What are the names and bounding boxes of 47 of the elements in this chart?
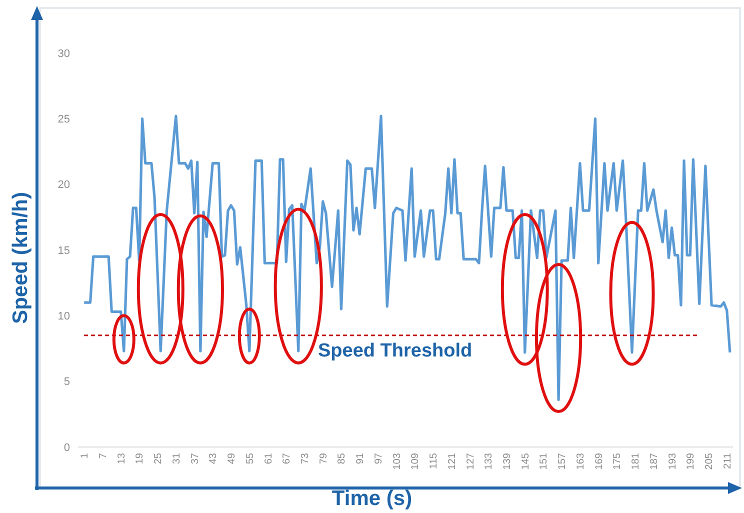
x-tick-label: 61: [263, 452, 274, 464]
y-tick-label: 0: [64, 442, 70, 454]
x-tick-label: 175: [612, 452, 624, 470]
x-tick-label: 139: [502, 452, 514, 470]
x-tick-label: 103: [392, 452, 403, 470]
x-tick-label: 199: [686, 452, 697, 470]
x-tick-label: 193: [667, 452, 678, 470]
x-tick-label: 91: [355, 452, 366, 464]
x-tick-label: 127: [465, 452, 476, 470]
x-tick-label: 121: [446, 452, 458, 470]
y-tick-label: 25: [58, 114, 70, 126]
ref-line-label: Speed Threshold: [318, 340, 472, 362]
x-tick-label: 109: [410, 452, 422, 470]
x-tick-label: 19: [134, 452, 146, 464]
x-tick-label: 151: [538, 452, 550, 470]
y-tick-label: 20: [58, 179, 70, 192]
x-tick-label: 85: [336, 452, 348, 464]
x-tick-label: 7: [98, 452, 109, 459]
y-tick-label: 15: [58, 244, 70, 257]
x-tick-label: 1: [80, 452, 91, 459]
x-tick-label: 169: [594, 452, 605, 470]
x-tick-label: 25: [153, 452, 164, 464]
x-tick-label: 211: [722, 452, 734, 469]
y-tick-label: 10: [58, 310, 70, 323]
x-tick-label: 181: [630, 452, 642, 470]
x-tick-label: 97: [373, 452, 384, 464]
y-tick-label: 5: [64, 376, 70, 388]
x-tick-label: 133: [484, 452, 495, 470]
x-tick-label: 163: [575, 452, 586, 470]
y-tick-label: 30: [58, 48, 70, 60]
x-tick-label: 55: [244, 452, 256, 464]
x-tick-label: 73: [300, 452, 311, 464]
y-axis-title: Speed (km/h): [9, 192, 32, 324]
x-tick-label: 37: [190, 452, 201, 464]
x-tick-label: 115: [428, 452, 440, 469]
x-tick-label: 13: [116, 452, 128, 464]
x-tick-label: 31: [171, 452, 182, 464]
line-series: [82, 114, 732, 402]
x-tick-label: 67: [282, 452, 293, 464]
x-tick-label: 145: [520, 452, 532, 470]
x-tick-label: 157: [557, 452, 568, 470]
x-axis-title: Time (s): [332, 487, 412, 510]
x-tick-label: 187: [648, 452, 660, 470]
x-tick-label: 205: [704, 452, 716, 470]
x-tick-label: 79: [318, 452, 330, 464]
x-tick-label: 49: [226, 452, 238, 464]
x-tick-label: 43: [208, 452, 220, 464]
